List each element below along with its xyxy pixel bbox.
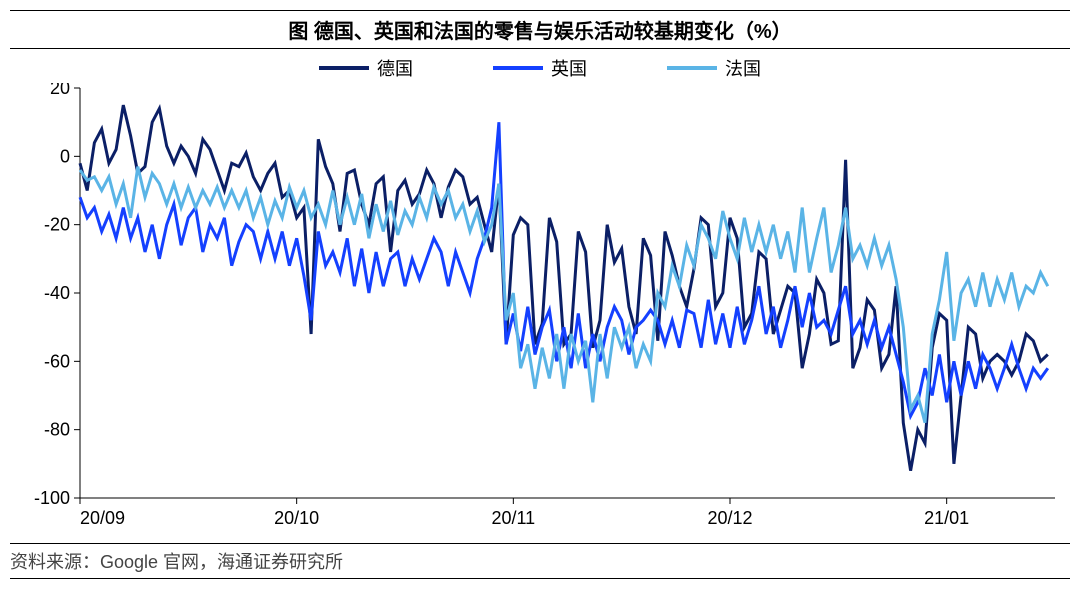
svg-text:0: 0 [60, 146, 70, 166]
svg-text:20/12: 20/12 [707, 508, 752, 528]
legend-item-uk: 英国 [493, 55, 587, 81]
legend-swatch-uk [493, 66, 543, 70]
svg-text:-100: -100 [34, 488, 70, 508]
svg-text:21/01: 21/01 [924, 508, 969, 528]
svg-text:20/10: 20/10 [274, 508, 319, 528]
plot-area: 20 0 -20 -40 -60 -80 -100 20/09 20/10 20/11 20/12 2… [10, 83, 1070, 543]
line-chart-svg: 20 0 -20 -40 -60 -80 -100 20/09 20/10 20/11 20/12 2… [10, 83, 1070, 543]
svg-text:20/11: 20/11 [491, 508, 535, 528]
legend-label-uk: 英国 [551, 55, 587, 81]
legend-item-france: 法国 [667, 55, 761, 81]
svg-text:-20: -20 [44, 215, 70, 235]
legend-label-france: 法国 [725, 55, 761, 81]
chart-title: 图 德国、英国和法国的零售与娱乐活动较基期变化（%） [10, 10, 1070, 49]
chart-container: 图 德国、英国和法国的零售与娱乐活动较基期变化（%） 德国 英国 法国 20 0 -20… [10, 10, 1070, 579]
legend-label-germany: 德国 [377, 55, 413, 81]
legend: 德国 英国 法国 [10, 49, 1070, 83]
series-germany [80, 105, 1048, 471]
svg-text:-40: -40 [44, 283, 70, 303]
svg-text:20/09: 20/09 [80, 508, 125, 528]
svg-text:20: 20 [50, 83, 70, 98]
legend-item-germany: 德国 [319, 55, 413, 81]
source-text: 资料来源：Google 官网，海通证券研究所 [10, 543, 1070, 579]
series-uk [80, 122, 1048, 416]
svg-text:-60: -60 [44, 351, 70, 371]
legend-swatch-france [667, 66, 717, 70]
svg-text:-80: -80 [44, 420, 70, 440]
legend-swatch-germany [319, 66, 369, 70]
